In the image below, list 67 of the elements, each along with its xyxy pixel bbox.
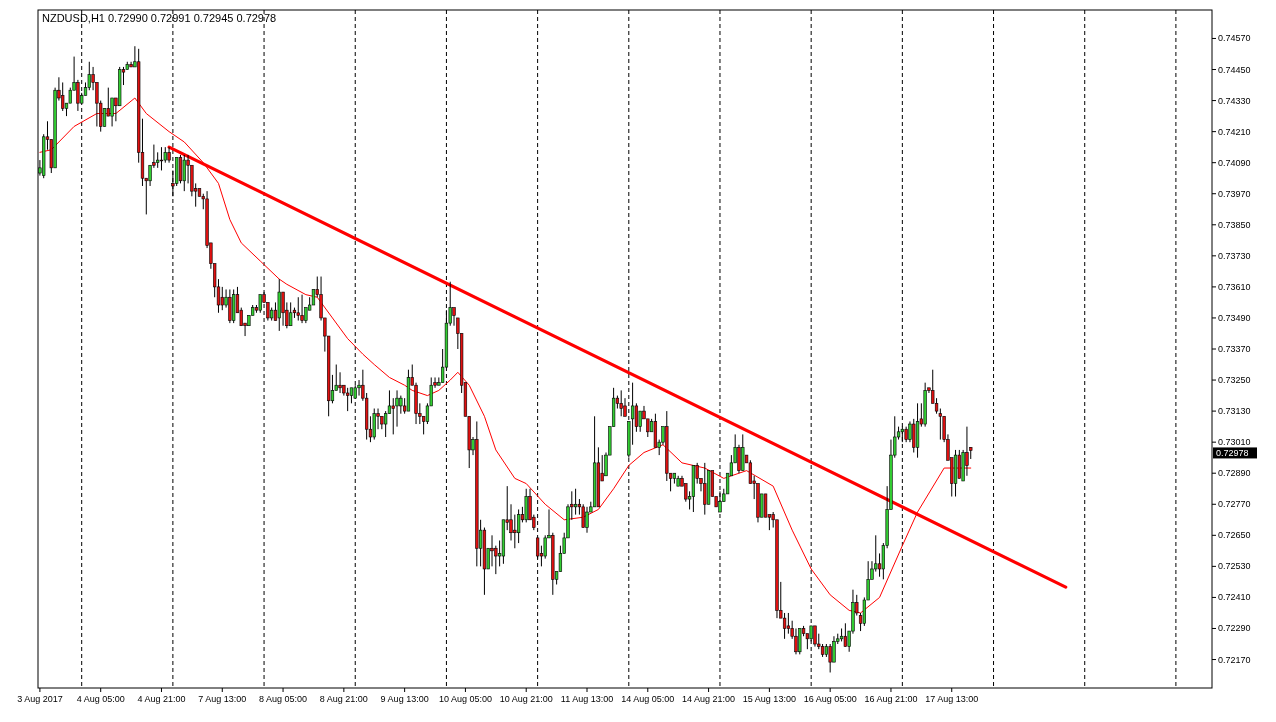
x-tick-label: 8 Aug 05:00: [259, 694, 308, 704]
candlestick: [228, 288, 232, 324]
y-tick-label: 0.73850: [1218, 219, 1251, 230]
x-tick-label: 14 Aug 21:00: [682, 694, 736, 704]
y-tick-label: 0.73370: [1218, 344, 1251, 354]
y-tick-label: 0.74330: [1218, 95, 1251, 106]
y-tick-label: 0.74570: [1218, 33, 1251, 44]
y-tick-label: 0.73970: [1218, 188, 1251, 199]
candlestick: [524, 488, 528, 523]
x-tick-label: 17 Aug 13:00: [925, 694, 979, 704]
candlestick: [581, 503, 585, 529]
x-tick-label: 8 Aug 21:00: [319, 694, 368, 704]
x-tick-label: 4 Aug 21:00: [137, 694, 186, 704]
candlestick: [220, 286, 224, 311]
candlestick: [763, 493, 768, 518]
candlestick: [828, 643, 832, 673]
y-tick-label: 0.72890: [1218, 468, 1251, 479]
y-tick-label: 0.73130: [1218, 406, 1251, 417]
candlestick: [338, 371, 342, 394]
candlestick: [372, 408, 376, 441]
candlestick: [619, 389, 623, 417]
y-tick-label: 0.72530: [1218, 561, 1251, 572]
x-tick-label: 11 Aug 13:00: [560, 694, 614, 704]
candlestick: [399, 395, 403, 415]
y-tick-label: 0.73490: [1218, 312, 1251, 323]
x-tick-label: 7 Aug 13:00: [198, 694, 247, 704]
x-tick-label: 16 Aug 05:00: [803, 694, 857, 704]
x-tick-label: 3 Aug 2017: [17, 694, 63, 704]
y-tick-label: 0.74090: [1218, 157, 1251, 168]
x-tick-label: 10 Aug 21:00: [499, 694, 553, 704]
candlestick: [61, 81, 65, 112]
candlestick: [782, 612, 787, 640]
candlestick: [786, 612, 790, 635]
candlestick: [737, 444, 741, 474]
y-tick-label: 0.74450: [1218, 64, 1251, 75]
x-tick-label: 9 Aug 13:00: [380, 694, 429, 704]
y-tick-label: 0.72770: [1218, 499, 1251, 510]
y-tick-label: 0.74210: [1218, 126, 1251, 137]
text: 0.72978: [1216, 448, 1249, 459]
y-tick-label: 0.73610: [1218, 281, 1251, 292]
candlestick: [741, 433, 745, 472]
candlestick: [182, 154, 186, 192]
y-tick-label: 0.73250: [1218, 375, 1251, 386]
candlestick: [513, 514, 517, 549]
candlestick: [490, 534, 494, 567]
x-tick-label: 16 Aug 21:00: [864, 694, 918, 704]
candlestick: [281, 291, 285, 327]
candlestick: [585, 506, 589, 534]
y-tick-label: 0.73010: [1218, 437, 1251, 448]
candlestick: [798, 627, 802, 655]
y-tick-label: 0.72170: [1218, 654, 1251, 665]
y-tick-label: 0.72650: [1218, 530, 1251, 541]
y-tick-label: 0.72290: [1218, 623, 1251, 634]
x-tick-label: 14 Aug 05:00: [621, 694, 675, 704]
candlestick: [296, 296, 300, 322]
candlestick: [300, 294, 304, 324]
candlestick: [912, 418, 916, 454]
chart-title: NZDUSD,H1 0.72990 0.72991 0.72945 0.72978: [42, 12, 277, 24]
candlestick: [703, 462, 707, 516]
candlestick: [102, 107, 107, 127]
y-tick-label: 0.73730: [1218, 250, 1251, 261]
x-tick-label: 15 Aug 13:00: [742, 694, 796, 704]
x-tick-label: 4 Aug 05:00: [76, 694, 125, 704]
y-tick-label: 0.72410: [1218, 592, 1251, 603]
candlestick: [178, 154, 183, 184]
candlestick: [357, 379, 361, 397]
x-tick-label: 10 Aug 05:00: [438, 694, 492, 704]
